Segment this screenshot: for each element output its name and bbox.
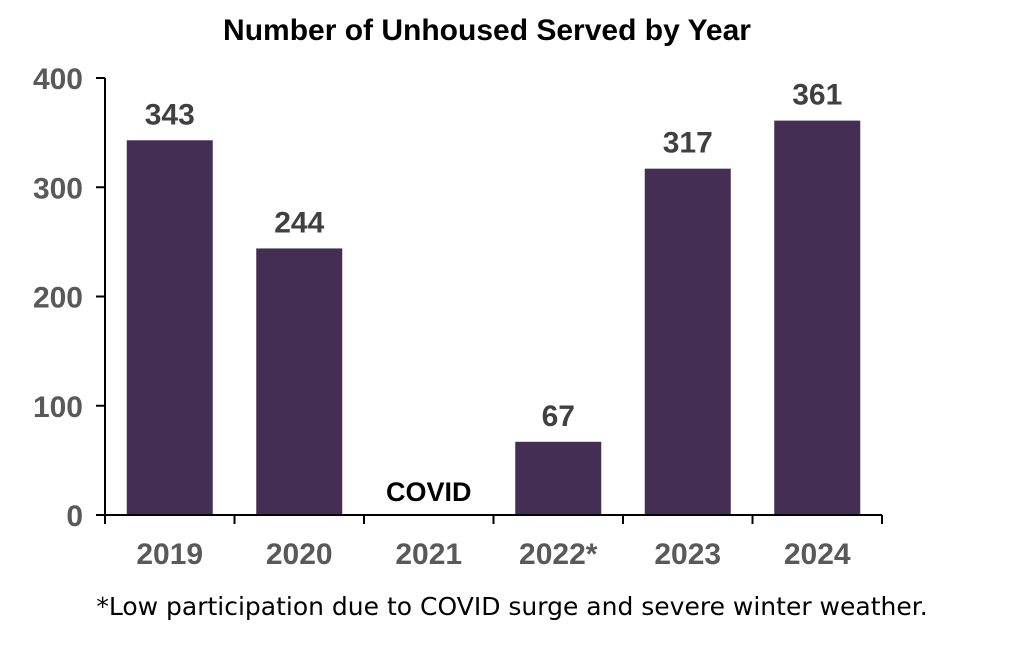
axes-layer	[104, 78, 882, 516]
bar-2019	[126, 140, 213, 515]
y-tick-label-400: 400	[33, 63, 83, 96]
data-label-2024: 361	[792, 79, 842, 112]
bar-2024	[774, 120, 861, 516]
bar-2022	[515, 441, 602, 515]
bars-layer	[126, 120, 861, 516]
bar-2023	[644, 168, 731, 516]
data-labels-layer: 343 244 67 317 361	[145, 79, 843, 433]
footnote: *Low participation due to COVID surge an…	[96, 592, 928, 621]
chart-title: Number of Unhoused Served by Year	[223, 14, 751, 47]
bar-2020	[256, 248, 343, 515]
x-tick-label-2024: 2024	[784, 538, 851, 571]
data-label-2023: 317	[663, 127, 713, 160]
x-tick-label-2019: 2019	[136, 538, 203, 571]
x-tick-label-2020: 2020	[266, 538, 333, 571]
y-tick-label-300: 300	[33, 172, 83, 205]
ticks-layer: 2019 2020 2021 2022* 2023 2024 0 100 200 300 400	[33, 63, 883, 571]
y-tick-label-0: 0	[66, 500, 83, 533]
covid-annotation: COVID	[386, 477, 472, 507]
x-tick-label-2023: 2023	[654, 538, 721, 571]
data-label-2022: 67	[542, 400, 575, 433]
x-tick-label-2021: 2021	[395, 538, 462, 571]
data-label-2019: 343	[145, 98, 195, 131]
data-label-2020: 244	[274, 206, 324, 239]
y-tick-label-200: 200	[33, 282, 83, 315]
x-tick-label-2022: 2022*	[519, 538, 598, 571]
y-tick-label-100: 100	[33, 391, 83, 424]
